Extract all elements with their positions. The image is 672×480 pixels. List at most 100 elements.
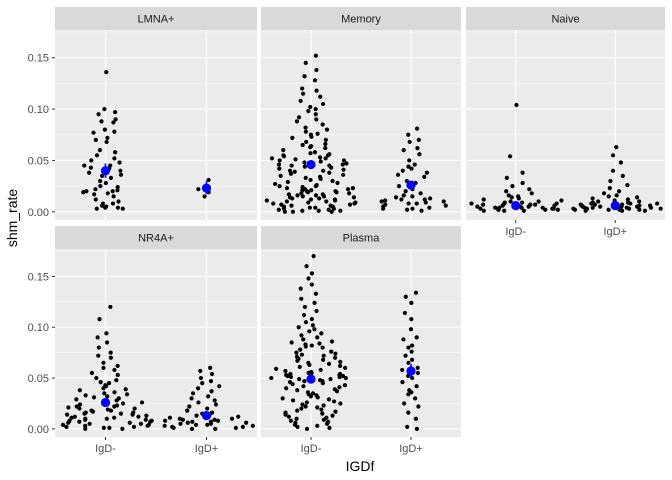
data-point: [316, 208, 321, 213]
data-point: [288, 374, 294, 380]
mean-point: [100, 397, 111, 408]
data-point: [313, 184, 318, 189]
data-point: [583, 208, 588, 213]
data-point: [101, 425, 106, 430]
data-point: [115, 188, 120, 193]
data-point: [194, 413, 199, 418]
data-point: [276, 207, 281, 212]
data-point: [277, 166, 282, 171]
data-point: [536, 199, 541, 204]
data-point: [403, 353, 408, 358]
data-point: [606, 194, 611, 199]
facet-strip: [466, 7, 665, 30]
mean-point: [306, 374, 316, 384]
data-point: [306, 276, 311, 281]
data-point: [98, 380, 103, 385]
y-tick-label: 0.10: [28, 104, 49, 116]
data-point: [101, 360, 106, 365]
data-point: [415, 146, 420, 151]
data-point: [608, 178, 613, 184]
data-point: [403, 294, 408, 299]
data-point: [93, 137, 98, 142]
data-point: [323, 137, 328, 142]
data-point: [309, 271, 315, 276]
data-point: [296, 325, 301, 330]
data-point: [299, 333, 304, 338]
data-point: [69, 415, 74, 420]
data-point: [215, 418, 221, 423]
data-point: [138, 421, 143, 426]
data-point: [407, 139, 412, 145]
data-point: [330, 413, 335, 418]
x-tick-label: IgD-: [95, 443, 116, 455]
panel-background: [55, 249, 257, 437]
data-point: [104, 70, 109, 75]
data-point: [338, 359, 343, 364]
data-point: [326, 361, 332, 366]
data-point: [112, 156, 117, 161]
data-point: [295, 388, 300, 393]
data-point: [294, 350, 299, 355]
data-point: [410, 194, 415, 199]
facet-strip-label: NR4A+: [138, 233, 174, 245]
x-tick-label: IgD-: [505, 226, 526, 238]
data-point: [284, 186, 290, 191]
data-point: [625, 197, 631, 202]
mean-point: [100, 166, 111, 176]
data-point: [302, 379, 307, 384]
data-point: [294, 119, 300, 124]
data-point: [396, 184, 402, 189]
data-point: [416, 404, 421, 409]
data-point: [333, 409, 338, 414]
data-point: [111, 194, 116, 199]
data-point: [213, 402, 219, 407]
data-point: [658, 206, 663, 211]
data-point: [412, 162, 417, 167]
data-point: [504, 189, 509, 194]
data-point: [116, 199, 121, 204]
data-point: [520, 180, 525, 186]
data-point: [407, 158, 412, 163]
data-point: [323, 146, 328, 151]
data-point: [99, 203, 105, 208]
data-point: [300, 402, 305, 407]
data-point: [306, 370, 311, 376]
data-point: [321, 353, 326, 358]
data-point: [328, 376, 333, 382]
data-point: [327, 425, 332, 430]
data-point: [475, 204, 480, 209]
data-point: [400, 168, 405, 173]
data-point: [327, 170, 332, 175]
data-point: [341, 158, 347, 163]
data-point: [321, 403, 326, 408]
data-point: [606, 207, 611, 212]
y-tick-label: 0.05: [28, 155, 49, 167]
data-point: [289, 163, 294, 168]
data-point: [320, 122, 325, 127]
data-point: [403, 189, 408, 194]
facet-strip: [261, 226, 461, 249]
data-point: [195, 386, 201, 391]
data-point: [618, 160, 624, 165]
panel-background: [466, 30, 665, 220]
data-point: [136, 414, 141, 419]
data-point: [200, 381, 205, 386]
y-tick-label: 0.15: [28, 271, 49, 283]
data-point: [393, 195, 399, 200]
data-point: [114, 398, 119, 403]
data-point: [409, 300, 414, 305]
data-point: [415, 370, 420, 376]
data-point: [206, 177, 211, 183]
data-point: [410, 343, 415, 348]
data-point: [303, 320, 309, 325]
data-point: [330, 178, 335, 184]
data-point: [96, 112, 101, 117]
data-point: [127, 420, 132, 425]
data-point: [284, 199, 289, 204]
data-point: [307, 205, 312, 210]
data-point: [233, 425, 238, 430]
data-point: [635, 204, 640, 209]
data-point: [314, 117, 319, 122]
data-point: [108, 350, 113, 355]
data-point: [329, 349, 334, 354]
